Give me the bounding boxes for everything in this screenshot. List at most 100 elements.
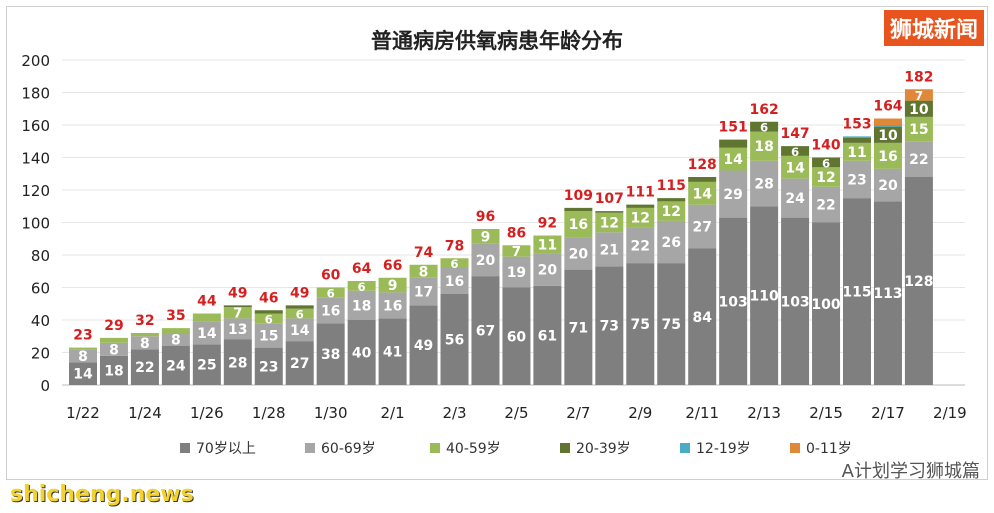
segment-label: 24 <box>166 359 186 375</box>
y-tick-label: 20 <box>31 345 50 363</box>
segment-label: 27 <box>692 220 711 236</box>
bar-segment <box>750 206 779 385</box>
wechat-watermark: A计划学习狮城篇 <box>841 461 980 482</box>
segment-label: 27 <box>290 356 309 372</box>
bar-segment <box>657 220 686 264</box>
segment-label: 14 <box>723 152 743 168</box>
brand-watermark: 狮城新闻 <box>883 10 984 46</box>
bar-segment <box>595 232 624 267</box>
y-tick-label: 160 <box>21 117 50 135</box>
segment-label: 28 <box>228 355 247 371</box>
bar-segment <box>904 177 933 385</box>
bar-segment <box>285 308 314 319</box>
segment-label: 28 <box>754 177 773 193</box>
bar-segment <box>626 263 655 385</box>
segment-label: 20 <box>569 246 589 262</box>
segment-label: 16 <box>878 149 897 165</box>
bar-segment <box>130 349 159 385</box>
segment-label: 103 <box>719 294 748 310</box>
x-tick-label: 2/9 <box>628 404 652 422</box>
x-tick-label: 1/30 <box>314 404 348 422</box>
segment-label: 6 <box>822 156 830 170</box>
bar-segment <box>161 333 190 346</box>
segment-label: 22 <box>135 360 154 376</box>
segment-label: 60 <box>507 329 527 345</box>
bar-segment <box>223 339 252 385</box>
segment-label: 6 <box>450 257 458 271</box>
total-label: 151 <box>719 120 748 136</box>
chart-frame <box>6 6 988 480</box>
segment-label: 22 <box>631 238 650 254</box>
segment-label: 128 <box>904 274 933 290</box>
bar-segment <box>843 142 871 161</box>
bar-segment <box>99 337 128 343</box>
bar-segment <box>254 310 283 314</box>
total-label: 128 <box>688 157 717 173</box>
bar-segment <box>409 305 438 385</box>
segment-label: 6 <box>760 121 768 135</box>
segment-label: 18 <box>104 363 123 379</box>
bar-segment <box>471 243 500 277</box>
bar-segment <box>904 100 933 117</box>
bar-segment <box>564 211 593 238</box>
total-label: 23 <box>73 328 92 344</box>
segment-label: 113 <box>873 286 902 302</box>
segment-label: 71 <box>569 320 588 336</box>
bar-segment <box>409 264 438 278</box>
bar-segment <box>161 328 190 333</box>
x-tick-label: 2/15 <box>809 404 843 422</box>
bar-segment <box>564 269 593 385</box>
bar-segment <box>347 290 376 320</box>
x-tick-label: 2/13 <box>747 404 781 422</box>
bar-segment <box>657 198 686 202</box>
segment-label: 16 <box>569 217 588 233</box>
segment-label: 9 <box>481 229 491 245</box>
bar-segment <box>347 281 376 291</box>
bar-segment <box>254 323 283 348</box>
total-label: 66 <box>383 258 402 274</box>
bar-segment <box>285 341 314 385</box>
bar-segment <box>378 292 407 319</box>
bar-segment <box>904 89 933 101</box>
bar-segment <box>904 141 933 177</box>
segment-label: 41 <box>383 345 402 361</box>
bar-segment <box>719 139 748 148</box>
segment-label: 8 <box>171 333 181 349</box>
bar-segment <box>595 211 624 213</box>
segment-label: 15 <box>909 122 928 138</box>
segment-label: 6 <box>296 308 304 322</box>
bar-segment <box>719 147 748 171</box>
bar-segment <box>873 126 902 143</box>
bar-segment <box>161 346 190 385</box>
segment-label: 12 <box>631 211 650 227</box>
bar-segment <box>192 321 221 345</box>
segment-label: 8 <box>419 264 429 280</box>
segment-label: 7 <box>915 89 923 103</box>
bar-segment <box>533 235 562 254</box>
segment-label: 6 <box>358 280 366 294</box>
legend-swatch <box>560 443 570 453</box>
segment-label: 115 <box>842 285 871 301</box>
total-label: 96 <box>476 209 495 225</box>
segment-label: 12 <box>600 216 619 232</box>
bar-segment <box>502 256 531 288</box>
segment-label: 12 <box>661 204 680 220</box>
bar-segment <box>378 277 407 293</box>
segment-label: 38 <box>321 347 340 363</box>
bar-segment <box>595 266 624 385</box>
legend-label: 40-59岁 <box>446 441 501 457</box>
bar-segment <box>719 170 748 218</box>
segment-label: 21 <box>600 242 619 258</box>
total-label: 35 <box>166 308 185 324</box>
bar-segment <box>873 201 902 385</box>
total-label: 29 <box>104 318 123 334</box>
y-tick-label: 140 <box>21 150 50 168</box>
legend-label: 12-19岁 <box>696 441 751 457</box>
segment-label: 49 <box>414 338 433 354</box>
total-label: 78 <box>445 238 464 254</box>
segment-label: 40 <box>352 346 372 362</box>
bar-segment <box>873 142 902 169</box>
segment-label: 6 <box>265 312 273 326</box>
bar-segment <box>843 136 871 138</box>
